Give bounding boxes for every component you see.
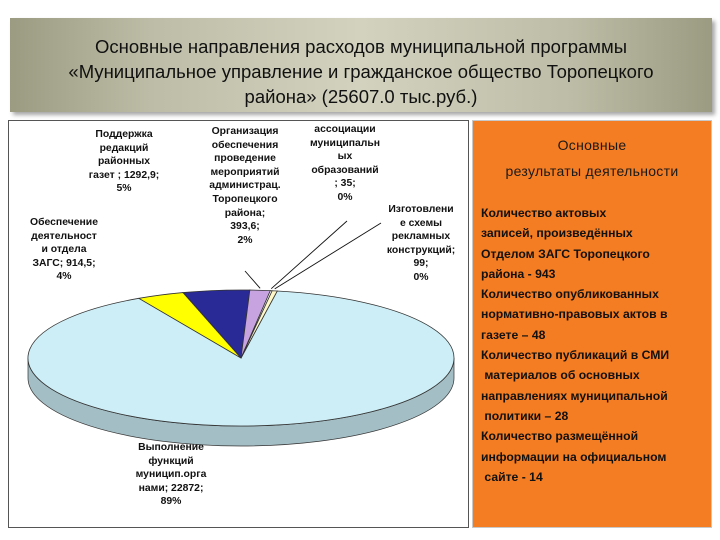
slice-label-vypolnenie: Выполнение функций муницип.орга нами; 22… (135, 442, 207, 508)
slice-label-associacii: ассоциации муниципальн ых образований ; … (309, 124, 381, 203)
pie-slice-5 (240, 290, 278, 359)
results-line: Количество публикаций в СМИ (481, 348, 670, 363)
slice-label-gazety: Поддержка редакций районных газет ; 1292… (88, 129, 160, 195)
pie-chart (27, 220, 455, 447)
slice-label-organizaciya: Организация обеспечения проведение мероп… (209, 126, 281, 246)
slice-label-ob: Обеспечение деятельност и отдела ЗАГС; 9… (30, 217, 98, 283)
results-line: района - 943 (481, 266, 556, 281)
results-panel: Основные результаты деятельности Количес… (472, 120, 712, 528)
pie-chart-frame: Обеспечение деятельност и отдела ЗАГС; 9… (8, 120, 469, 528)
results-line: сайте - 14 (481, 469, 543, 484)
results-title-line-1: Основные (557, 137, 627, 153)
results-line: Количество опубликованных (481, 287, 659, 302)
title-banner: Основные направления расходов муниципаль… (10, 18, 712, 112)
results-title: Основные результаты деятельности (473, 132, 711, 184)
results-line: Количество актовых (481, 206, 607, 220)
results-line: политики – 28 (481, 408, 569, 423)
results-line: Количество размещённой (481, 429, 639, 444)
leader-line-5 (274, 222, 382, 290)
title-line-2: «Муниципальное управление и гражданское … (68, 61, 654, 82)
page-title: Основные направления расходов муниципаль… (30, 34, 692, 109)
results-line: нормативно-правовых актов в (481, 307, 668, 322)
slice-label-reklama: Изготовлени е схемы рекламных конструкци… (386, 204, 456, 283)
leader-line-3 (244, 270, 261, 289)
leader-line-4 (270, 220, 348, 290)
results-line: газете – 48 (481, 327, 546, 342)
title-line-3: района» (25607.0 тыс.руб.) (244, 86, 478, 107)
results-line: направлениях муниципальной (481, 388, 668, 403)
results-line: записей, произведённых (481, 226, 633, 241)
results-line: материалов об основных (481, 368, 640, 383)
results-line: Отделом ЗАГС Торопецкого (481, 246, 650, 261)
results-list: Количество актовых записей, произведённых… (481, 203, 709, 487)
results-title-line-2: результаты деятельности (505, 163, 679, 179)
results-line: информации на официальном (481, 449, 667, 464)
title-line-1: Основные направления расходов муниципаль… (94, 36, 628, 57)
